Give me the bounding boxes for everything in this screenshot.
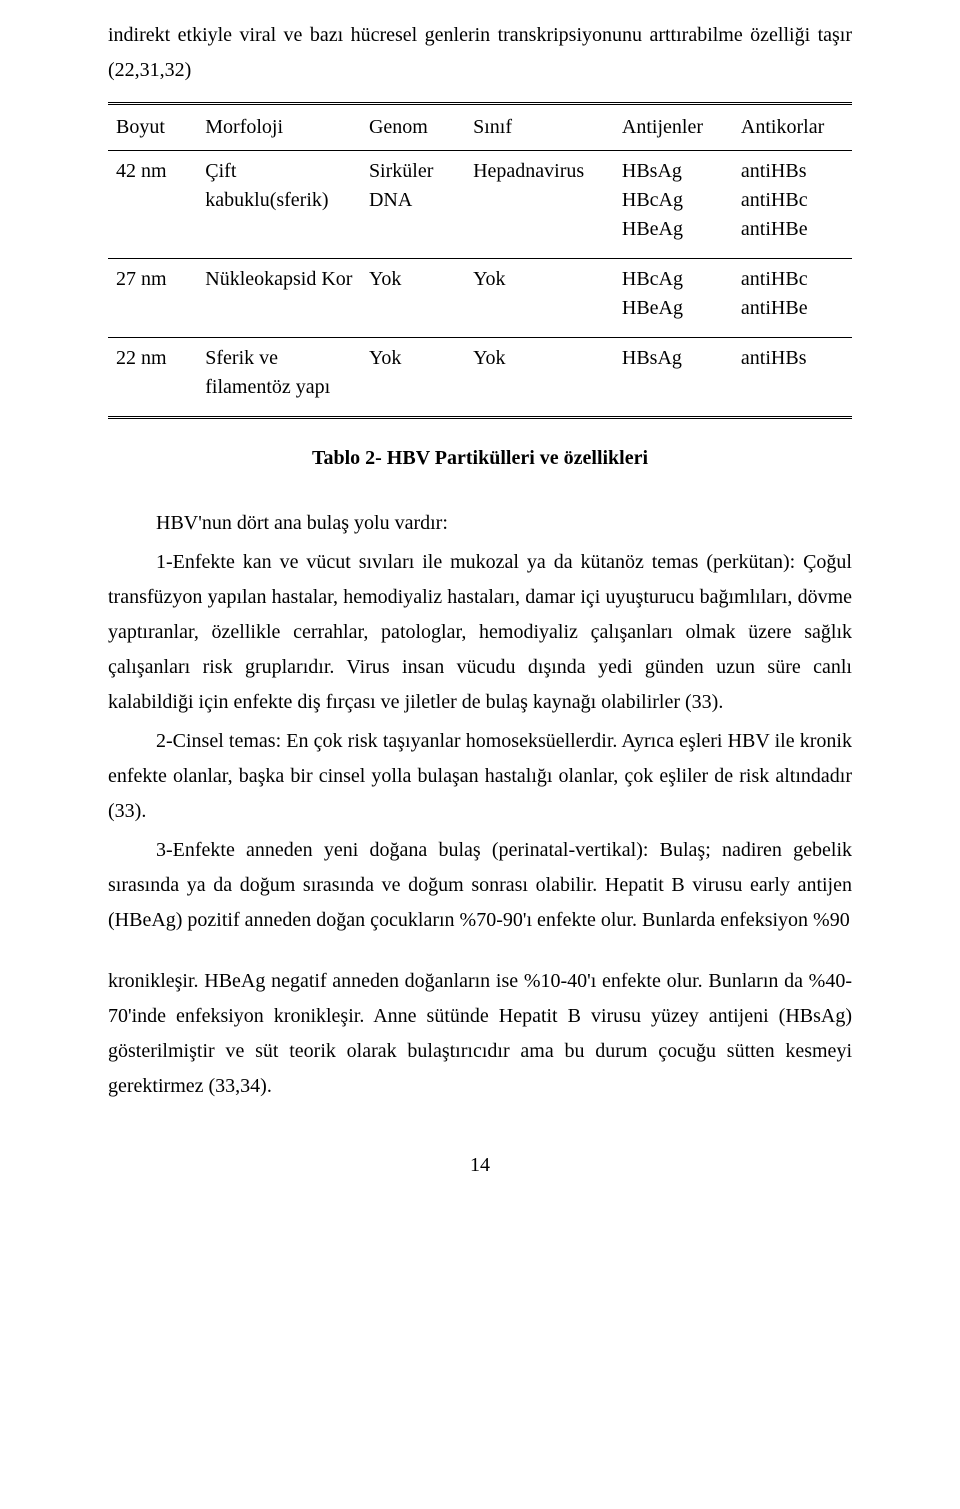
hbv-particles-table: BoyutMorfolojiGenomSınıfAntijenlerAntiko…: [108, 102, 852, 419]
paragraph-gap: [108, 942, 852, 964]
page-number: 14: [108, 1148, 852, 1183]
table-row: 42 nmÇift kabuklu(sferik)Sirküler DNAHep…: [108, 151, 852, 259]
body-p5: kronikleşir. HBeAg negatif anneden doğan…: [108, 964, 852, 1104]
table-row: 27 nmNükleokapsid KorYokYokHBcAgHBeAgant…: [108, 259, 852, 338]
table-cell: Yok: [361, 259, 465, 338]
body-p1: HBV'nun dört ana bulaş yolu vardır:: [108, 506, 852, 541]
table-cell: 27 nm: [108, 259, 197, 338]
table-cell: antiHBsantiHBcantiHBe: [733, 151, 852, 259]
table-cell: HBsAgHBcAgHBeAg: [614, 151, 733, 259]
page-container: indirekt etkiyle viral ve bazı hücresel …: [0, 0, 960, 1223]
table-cell: Hepadnavirus: [465, 151, 614, 259]
body-p2: 1-Enfekte kan ve vücut sıvıları ile muko…: [108, 545, 852, 720]
table-caption: Tablo 2- HBV Partikülleri ve özellikleri: [108, 441, 852, 476]
table-cell: Çift kabuklu(sferik): [197, 151, 361, 259]
intro-paragraph: indirekt etkiyle viral ve bazı hücresel …: [108, 18, 852, 88]
table-cell: antiHBcantiHBe: [733, 259, 852, 338]
table-cell: 42 nm: [108, 151, 197, 259]
table-header-cell: Morfoloji: [197, 104, 361, 151]
table-cell: Nükleokapsid Kor: [197, 259, 361, 338]
table-cell: 22 nm: [108, 338, 197, 418]
body-p3: 2-Cinsel temas: En çok risk taşıyanlar h…: [108, 724, 852, 829]
table-header-cell: Antijenler: [614, 104, 733, 151]
body-p4: 3-Enfekte anneden yeni doğana bulaş (per…: [108, 833, 852, 938]
table-cell: Yok: [361, 338, 465, 418]
table-cell: HBcAgHBeAg: [614, 259, 733, 338]
table-header-row: BoyutMorfolojiGenomSınıfAntijenlerAntiko…: [108, 104, 852, 151]
table-row: 22 nmSferik ve filamentöz yapıYokYokHBsA…: [108, 338, 852, 418]
table-header-cell: Sınıf: [465, 104, 614, 151]
table-cell: Sirküler DNA: [361, 151, 465, 259]
table-header-cell: Antikorlar: [733, 104, 852, 151]
table-cell: HBsAg: [614, 338, 733, 418]
table-cell: Yok: [465, 259, 614, 338]
table-body: 42 nmÇift kabuklu(sferik)Sirküler DNAHep…: [108, 151, 852, 418]
table-header-cell: Genom: [361, 104, 465, 151]
table-cell: Sferik ve filamentöz yapı: [197, 338, 361, 418]
table-cell: Yok: [465, 338, 614, 418]
table-cell: antiHBs: [733, 338, 852, 418]
table-header-cell: Boyut: [108, 104, 197, 151]
